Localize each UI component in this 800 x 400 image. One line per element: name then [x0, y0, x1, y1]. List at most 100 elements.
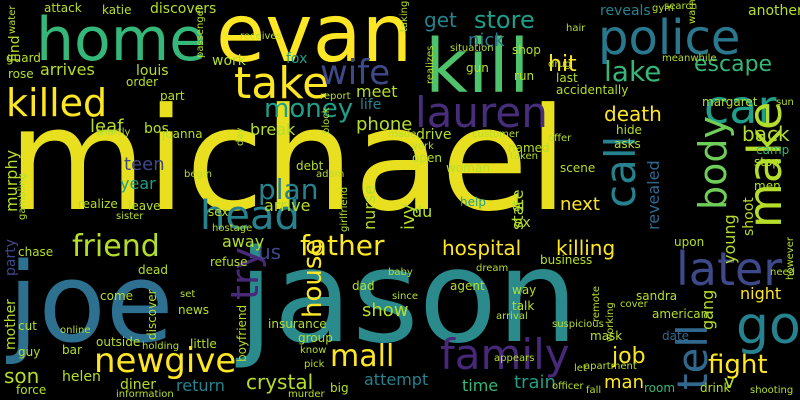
word-v: v: [724, 372, 735, 393]
word-block: block: [321, 107, 332, 134]
word-situation: situation: [450, 43, 494, 54]
word-part: part: [160, 89, 185, 103]
word-asks: asks: [614, 137, 641, 151]
word-crystal: crystal: [246, 370, 314, 394]
word-arrives: arrives: [40, 60, 95, 79]
word-drive: drive: [416, 127, 452, 143]
word-arrival: arrival: [496, 311, 528, 322]
word-revealed: revealed: [644, 160, 663, 230]
word-information: information: [116, 389, 174, 400]
word-man: man: [604, 372, 644, 393]
word-store: store: [474, 6, 535, 34]
word-passenger: passenger: [195, 6, 206, 58]
word-suspicious: suspicious: [552, 319, 604, 330]
word-guard: guard: [6, 51, 41, 65]
word-help: help: [460, 195, 486, 209]
word-young: young: [720, 214, 739, 264]
word-dream: dream: [476, 263, 509, 274]
word-water: water: [7, 5, 18, 35]
word-sister: sister: [116, 211, 144, 222]
word-chase: chase: [18, 245, 54, 259]
word-body: body: [691, 116, 735, 210]
word-baby: baby: [388, 267, 413, 278]
word-phone: phone: [356, 114, 413, 135]
word-need: need: [770, 267, 795, 278]
word-death: death: [604, 102, 662, 126]
word-officer: officer: [552, 381, 584, 392]
word-wife: wife: [320, 53, 391, 93]
word-shortly: shortly: [96, 127, 131, 138]
word-arrive: arrive: [264, 196, 311, 215]
word-escape: escape: [694, 52, 773, 77]
word-family: family: [440, 330, 570, 379]
word-father: father: [300, 229, 385, 262]
word-big: big: [330, 381, 349, 395]
word-dad: dad: [352, 279, 375, 293]
word-online: online: [60, 325, 91, 336]
word-ex: ex: [514, 215, 531, 231]
word-realize: realize: [78, 197, 118, 211]
word-murder: murder: [288, 389, 325, 400]
word-hair: hair: [566, 23, 586, 34]
word-gambling: gambling: [17, 173, 28, 220]
word-drink: drink: [700, 381, 731, 395]
word-hide: hide: [616, 123, 642, 137]
word-gym: gym: [652, 3, 675, 14]
word-working: working: [605, 302, 616, 342]
word-katie: katie: [102, 3, 132, 17]
word-discover: discover: [145, 289, 159, 340]
word-fight: fight: [708, 350, 768, 380]
word-holding: holding: [142, 341, 180, 352]
word-know: know: [300, 345, 327, 356]
word-news: news: [178, 303, 210, 317]
word-sun: sun: [776, 97, 794, 108]
word-teen: teen: [124, 154, 165, 175]
word-kill: kill: [425, 24, 530, 110]
word-debt: debt: [296, 159, 324, 173]
word-bos: bos: [144, 121, 169, 137]
word-made: made: [388, 129, 417, 140]
word-get: get: [424, 8, 457, 32]
word-hit: hit: [548, 52, 577, 77]
word-home: home: [36, 5, 207, 75]
word-day: day: [235, 127, 246, 146]
word-talk: talk: [512, 299, 535, 313]
word-break: break: [250, 120, 296, 139]
word-night: night: [740, 284, 782, 303]
word-lake: lake: [604, 55, 662, 88]
word-scene: scene: [560, 161, 596, 175]
word-open: open: [412, 151, 442, 165]
word-work: work: [212, 53, 246, 69]
word-warns: warns: [687, 0, 698, 24]
word-refuse: refuse: [210, 255, 248, 269]
word-bar: bar: [62, 343, 82, 357]
word-accidentally: accidentally: [556, 83, 629, 97]
word-let: let: [574, 363, 587, 374]
word-shoot: shoot: [741, 197, 757, 236]
word-meanwhile: meanwhile: [662, 53, 717, 64]
word-camp: camp: [756, 143, 790, 157]
word-cut: cut: [18, 319, 37, 333]
word-el: el: [512, 199, 525, 215]
word-sandra: sandra: [636, 289, 678, 303]
word-force: force: [16, 383, 47, 397]
word-car: car: [704, 80, 777, 134]
word-life: life: [360, 97, 382, 113]
word-show: show: [362, 300, 409, 321]
word-next: next: [560, 194, 600, 215]
word-girlfriend: girlfriend: [339, 186, 350, 232]
word-discovers: discovers: [150, 1, 217, 17]
word-begin: begin: [184, 169, 212, 180]
word-killed: killed: [6, 81, 108, 125]
word-mall: mall: [330, 339, 395, 374]
word-job: job: [612, 344, 646, 369]
word-mother: mother: [3, 299, 19, 350]
word-stop: stop: [754, 155, 780, 169]
word-upon: upon: [674, 235, 705, 249]
word-us: us: [258, 240, 282, 264]
word-men: men: [754, 179, 781, 193]
word-son: son: [4, 364, 40, 388]
word-louis: louis: [136, 63, 169, 79]
word-take: take: [234, 58, 330, 109]
